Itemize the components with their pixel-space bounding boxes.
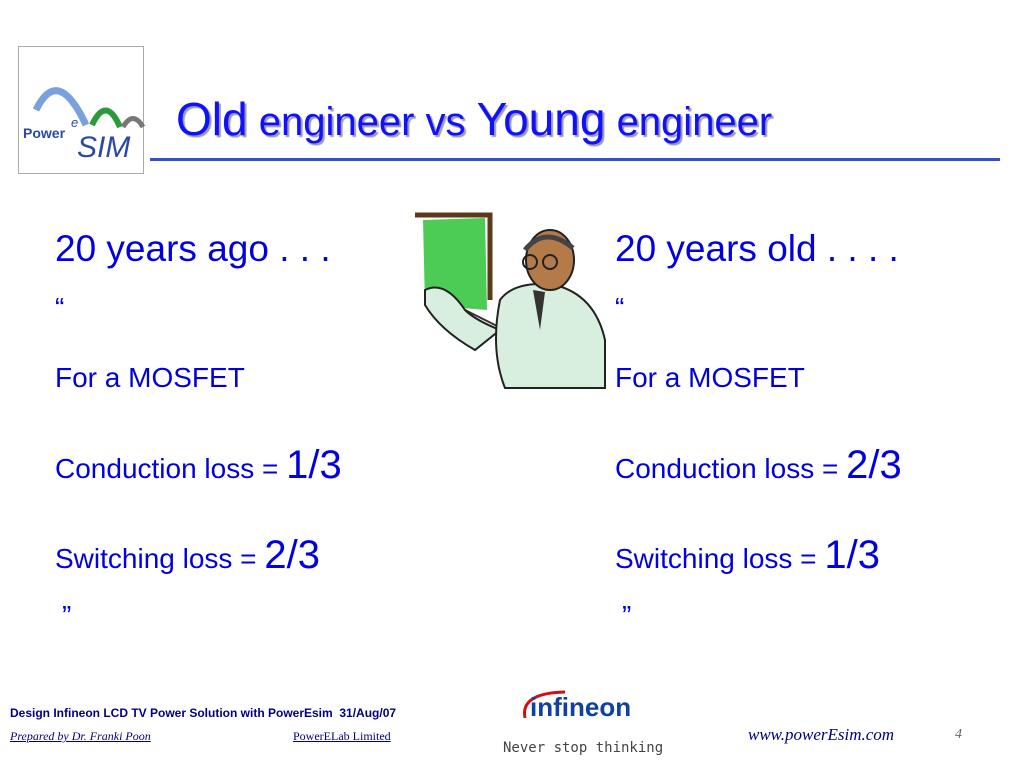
label: Conduction loss = [615,453,839,484]
left-switching: Switching loss = 2/3 [55,533,320,578]
footer-prepared: Prepared by Dr. Franki Poon [10,729,151,743]
logo-arcs [32,87,146,129]
right-conduction: Conduction loss = 2/3 [615,443,902,488]
title-rule [150,158,1000,161]
slide-title: Old engineer vs Young engineer [176,92,772,146]
title-part: engineer [616,100,773,144]
label: Switching loss = [55,543,257,574]
logo-power: Power [23,125,66,141]
title-part: engineer vs [258,100,466,144]
logo-e: e [71,115,79,130]
value: 1/3 [286,443,342,487]
label: Switching loss = [615,543,817,574]
value: 2/3 [264,533,320,577]
right-close-quote: ” [622,600,632,631]
label: Conduction loss = [55,453,279,484]
brand-name: infineon [530,692,632,722]
title-part: Young [476,93,606,145]
right-switching: Switching loss = 1/3 [615,533,880,578]
left-heading: 20 years ago . . . [55,228,331,269]
value: 1/3 [824,533,880,577]
footer-company: PowerELab Limited [293,729,391,743]
right-line: For a MOSFET [615,362,805,393]
left-open-quote: “ [55,292,65,323]
right-open-quote: “ [615,292,625,323]
left-line: For a MOSFET [55,362,245,393]
left-close-quote: ” [62,600,72,631]
logo-sim: SIM [77,131,131,164]
title-part: Old [176,93,248,145]
right-heading: 20 years old . . . . [615,228,899,269]
logo-box: Power e SIM [18,46,146,174]
left-conduction: Conduction loss = 1/3 [55,443,342,488]
value: 2/3 [846,443,902,487]
footer-url: www.powerEsim.com [748,725,895,744]
brand-slogan: Never stop thinking [503,740,664,756]
page-number: 4 [955,727,962,742]
clipart-teacher [415,212,606,389]
brand-swoosh [523,690,566,719]
footer-title: Design Infineon LCD TV Power Solution wi… [10,706,397,720]
